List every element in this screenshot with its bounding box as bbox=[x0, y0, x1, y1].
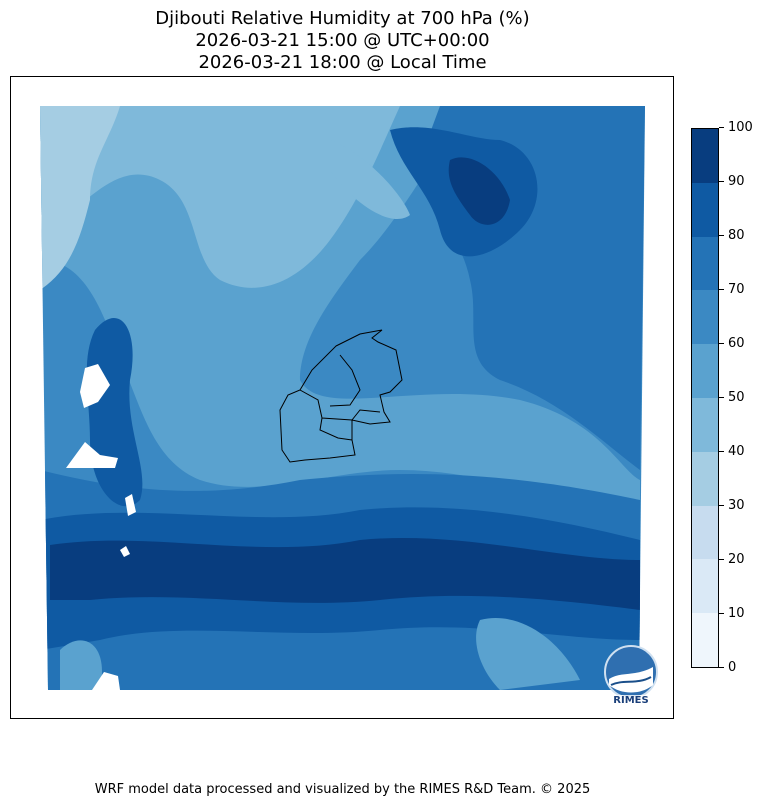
colorbar-segment bbox=[692, 451, 718, 506]
local-time: 2026-03-21 18:00 @ Local Time bbox=[198, 52, 487, 73]
map-axes bbox=[10, 76, 674, 719]
colorbar-segment bbox=[692, 182, 718, 237]
field-40-50 bbox=[330, 140, 410, 219]
colorbar bbox=[691, 128, 719, 668]
colorbar-segment bbox=[692, 613, 718, 667]
colorbar-tick-label: 50 bbox=[719, 391, 745, 405]
colorbar-segment bbox=[692, 505, 718, 560]
colorbar-tick-label: 10 bbox=[719, 607, 745, 621]
missing-data bbox=[66, 442, 118, 468]
colorbar-tick-label: 20 bbox=[719, 553, 745, 567]
field-40-50 bbox=[40, 106, 400, 288]
colorbar-tick-label: 90 bbox=[719, 175, 745, 189]
missing-data bbox=[120, 546, 130, 557]
field-50-60 bbox=[60, 640, 102, 690]
rimes-logo: RIMES bbox=[601, 645, 661, 705]
colorbar-tick-label: 30 bbox=[719, 499, 745, 513]
colorbar-segment bbox=[692, 129, 718, 183]
field-90-100 bbox=[448, 157, 510, 225]
map-title: Djibouti Relative Humidity at 700 hPa (%… bbox=[155, 8, 530, 29]
colorbar-tick-label: 70 bbox=[719, 283, 745, 297]
colorbar-segment bbox=[692, 398, 718, 452]
field-50-60 bbox=[476, 618, 580, 690]
colorbar-segment bbox=[692, 559, 718, 614]
missing-data bbox=[80, 364, 110, 408]
field-30-40 bbox=[40, 106, 120, 290]
colorbar-tick-label: 80 bbox=[719, 229, 745, 243]
colorbar-segment bbox=[692, 236, 718, 291]
footer-credit: WRF model data processed and visualized … bbox=[94, 782, 591, 797]
colorbar-tick-label: 60 bbox=[719, 337, 745, 351]
missing-data bbox=[125, 494, 136, 516]
svg-text:RIMES: RIMES bbox=[613, 695, 648, 705]
colorbar-segment bbox=[692, 290, 718, 345]
colorbar-segment bbox=[692, 344, 718, 399]
colorbar-tick-label: 100 bbox=[719, 121, 753, 135]
field-90-100 bbox=[50, 537, 640, 610]
missing-data bbox=[92, 672, 120, 690]
colorbar-tick-label: 40 bbox=[719, 445, 745, 459]
djibouti-borders bbox=[279, 329, 403, 463]
colorbar-tick-label: 0 bbox=[719, 661, 736, 675]
utc-time: 2026-03-21 15:00 @ UTC+00:00 bbox=[195, 30, 490, 51]
